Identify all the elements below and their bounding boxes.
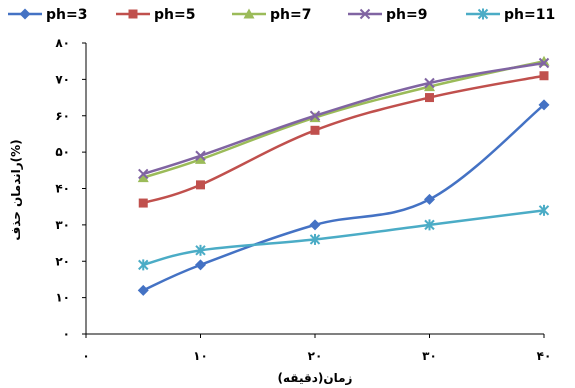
y-tick-label: ۸۰ bbox=[55, 36, 70, 50]
y-tick-label: ۰ bbox=[63, 327, 70, 341]
data-point bbox=[309, 233, 321, 245]
y-tick-label: ۶۰ bbox=[55, 109, 70, 123]
series-ph-9 bbox=[138, 57, 550, 180]
data-point bbox=[138, 168, 149, 180]
data-point bbox=[424, 193, 435, 205]
data-point bbox=[196, 180, 205, 190]
series-ph-7 bbox=[137, 55, 550, 183]
x-tick-label: ۱۰ bbox=[193, 349, 208, 363]
series-ph-11 bbox=[138, 204, 550, 271]
legend-label: ph=7 bbox=[270, 7, 311, 23]
x-tick-label: ۳۰ bbox=[422, 349, 437, 363]
data-point bbox=[424, 77, 435, 89]
legend-entry: ph=3 bbox=[8, 7, 87, 23]
data-point bbox=[138, 198, 148, 208]
legend-label: ph=9 bbox=[386, 7, 427, 23]
legend-marker bbox=[19, 8, 31, 20]
data-point bbox=[138, 259, 149, 271]
data-point bbox=[195, 244, 206, 256]
x-tick-label: ۴۰ bbox=[537, 349, 552, 363]
y-axis-title: راندمان حذف(%) bbox=[9, 139, 23, 240]
series-ph-3 bbox=[137, 99, 550, 296]
data-point bbox=[309, 219, 321, 231]
series-group bbox=[137, 55, 550, 296]
legend-entry: ph=5 bbox=[116, 7, 195, 23]
legend-entry: ph=9 bbox=[348, 7, 427, 23]
y-tick-label: ۳۰ bbox=[55, 218, 70, 232]
series-ph-5 bbox=[138, 71, 549, 208]
data-point bbox=[538, 99, 550, 111]
data-point bbox=[538, 204, 550, 216]
x-tick-label: ۲۰ bbox=[308, 349, 323, 363]
y-tick-label: ۴۰ bbox=[55, 182, 70, 196]
legend-marker bbox=[243, 8, 255, 19]
data-point bbox=[195, 150, 206, 161]
legend-label: ph=11 bbox=[504, 7, 555, 23]
data-point bbox=[137, 284, 149, 296]
y-tick-label: ۵۰ bbox=[55, 145, 70, 159]
legend-marker bbox=[128, 9, 138, 19]
x-tick-label: ۰ bbox=[82, 349, 89, 363]
axes bbox=[82, 42, 545, 338]
y-tick-label: ۷۰ bbox=[55, 72, 70, 86]
legend-marker bbox=[359, 8, 371, 20]
legend-entry: ph=7 bbox=[232, 7, 311, 23]
y-tick-label: ۱۰ bbox=[55, 291, 70, 305]
data-point bbox=[137, 172, 149, 183]
legend-marker bbox=[477, 8, 489, 20]
data-point bbox=[539, 71, 549, 81]
tick-labels: ۰ ۱۰ ۲۰ ۳۰ ۴۰ ۵۰ ۶۰ ۷۰ ۸۰ ۰ ۱۰ ۲۰ ۳۰ ۴۰ bbox=[55, 36, 551, 363]
data-point bbox=[424, 81, 435, 92]
legend-label: ph=5 bbox=[154, 7, 195, 23]
legend-entry: ph=11 bbox=[466, 7, 555, 23]
data-point bbox=[310, 125, 320, 135]
series-line bbox=[142, 209, 545, 267]
data-point bbox=[538, 57, 550, 69]
legend-label: ph=3 bbox=[46, 7, 87, 23]
y-tick-label: ۲۰ bbox=[55, 254, 70, 268]
data-point bbox=[195, 259, 206, 271]
data-point bbox=[425, 93, 434, 103]
data-point bbox=[309, 110, 321, 121]
data-point bbox=[424, 219, 435, 231]
legend: ph=3 ph=5 ph=7 ph=9 ph=11 bbox=[8, 7, 555, 23]
x-axis-title: زمان(دقیقه) bbox=[278, 371, 353, 385]
data-point bbox=[195, 153, 206, 164]
